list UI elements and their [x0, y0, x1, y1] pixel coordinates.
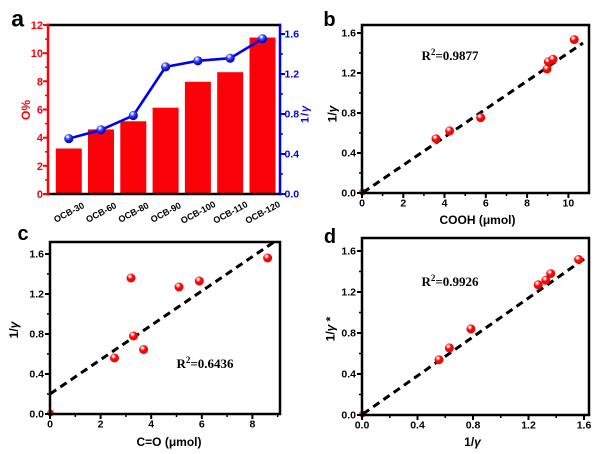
svg-text:4: 4	[148, 419, 154, 431]
svg-text:1/γ: 1/γ	[326, 104, 340, 122]
svg-text:10: 10	[31, 48, 43, 60]
svg-text:1.2: 1.2	[341, 287, 356, 299]
svg-text:1.2: 1.2	[521, 420, 536, 432]
svg-text:2: 2	[400, 198, 406, 210]
svg-text:1/γ: 1/γ	[7, 320, 21, 338]
svg-text:0.4: 0.4	[341, 148, 356, 160]
svg-text:0: 0	[37, 189, 43, 201]
svg-text:0.8: 0.8	[466, 420, 481, 432]
svg-text:d: d	[324, 226, 336, 248]
svg-text:O%: O%	[19, 100, 33, 120]
svg-text:6: 6	[483, 198, 489, 210]
svg-text:R2=0.9926: R2=0.9926	[421, 273, 479, 289]
svg-text:1.6: 1.6	[29, 249, 44, 261]
svg-text:0.4: 0.4	[341, 369, 356, 381]
svg-text:R2=0.9877: R2=0.9877	[421, 47, 479, 63]
svg-text:10: 10	[563, 198, 575, 210]
svg-text:0.0: 0.0	[29, 409, 44, 421]
svg-text:1.6: 1.6	[285, 29, 300, 41]
svg-text:2: 2	[98, 419, 104, 431]
svg-text:1.2: 1.2	[285, 69, 300, 81]
svg-text:1/γ: 1/γ	[464, 435, 482, 449]
svg-text:1/γ *: 1/γ *	[324, 316, 338, 341]
svg-text:R2=0.6436: R2=0.6436	[176, 355, 234, 371]
svg-text:0.0: 0.0	[341, 410, 356, 422]
svg-text:0.0: 0.0	[341, 188, 356, 200]
svg-text:0.8: 0.8	[285, 109, 300, 121]
svg-text:COOH (μmol): COOH (μmol)	[439, 213, 515, 227]
svg-text:1.6: 1.6	[577, 420, 592, 432]
svg-text:8: 8	[524, 198, 530, 210]
svg-text:0.8: 0.8	[29, 329, 44, 341]
svg-text:12: 12	[31, 20, 43, 32]
svg-text:C=O (μmol): C=O (μmol)	[136, 435, 201, 449]
svg-text:0.4: 0.4	[410, 420, 425, 432]
svg-text:0.8: 0.8	[341, 108, 356, 120]
svg-text:c: c	[17, 223, 28, 245]
svg-text:4: 4	[442, 198, 448, 210]
svg-text:0: 0	[359, 198, 365, 210]
svg-text:8: 8	[249, 419, 255, 431]
svg-text:6: 6	[199, 419, 205, 431]
svg-text:8: 8	[37, 76, 43, 88]
svg-text:0.8: 0.8	[341, 328, 356, 340]
svg-text:0.0: 0.0	[285, 189, 300, 201]
svg-text:0.4: 0.4	[29, 369, 44, 381]
svg-text:1.2: 1.2	[341, 68, 356, 80]
svg-text:4: 4	[37, 133, 44, 145]
svg-text:0.4: 0.4	[285, 149, 300, 161]
svg-text:6: 6	[37, 105, 43, 117]
svg-text:0.0: 0.0	[355, 420, 370, 432]
svg-text:a: a	[11, 6, 24, 32]
svg-text:1.6: 1.6	[341, 246, 356, 258]
svg-text:b: b	[323, 9, 335, 31]
svg-text:1.6: 1.6	[341, 28, 356, 40]
svg-text:0: 0	[47, 419, 53, 431]
svg-text:2: 2	[37, 161, 43, 173]
svg-text:1.2: 1.2	[29, 289, 44, 301]
svg-text:1/γ: 1/γ	[300, 105, 312, 123]
